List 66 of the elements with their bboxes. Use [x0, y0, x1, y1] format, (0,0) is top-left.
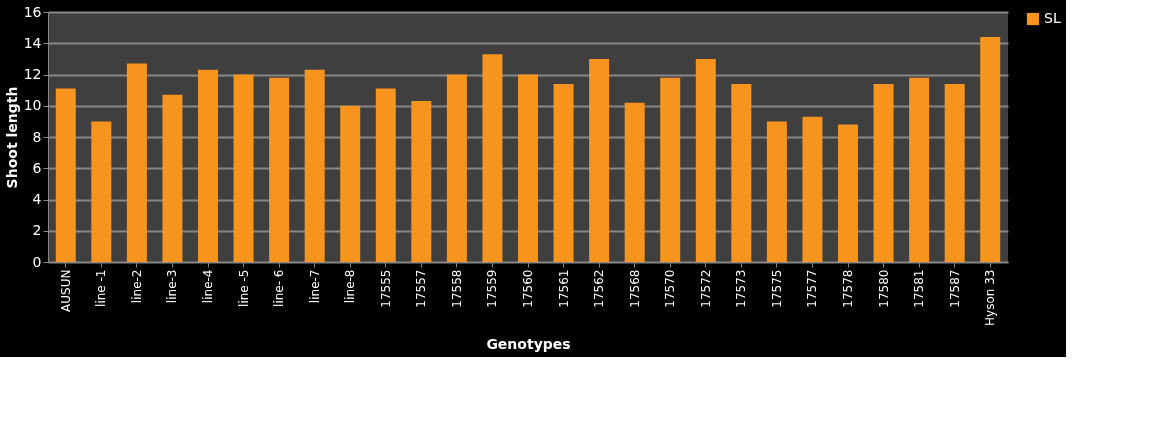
- y-tick-label: 14: [23, 34, 42, 51]
- x-tick-label: 17578: [841, 269, 855, 308]
- bar: [909, 77, 930, 262]
- x-tick-label: line-4: [201, 269, 215, 304]
- bar: [162, 94, 183, 262]
- bar: [233, 74, 254, 262]
- x-tick-label: 17560: [521, 269, 535, 308]
- bar: [731, 83, 752, 262]
- x-tick-label: line -1: [94, 269, 109, 307]
- bar: [126, 63, 147, 262]
- legend-label: SL: [1044, 10, 1061, 26]
- x-tick-label: 17580: [876, 269, 891, 308]
- bar: [944, 83, 965, 262]
- x-tick-label: 17587: [947, 269, 962, 308]
- bar: [198, 69, 218, 262]
- x-tick-label: 17581: [912, 269, 927, 308]
- bar: [802, 116, 823, 262]
- x-tick-label: 17575: [769, 269, 784, 308]
- y-tick-label: 10: [23, 97, 42, 114]
- bar: [695, 58, 716, 262]
- bar: [660, 77, 681, 262]
- x-tick-label: line-8: [343, 269, 358, 304]
- x-axis-title: Genotypes: [486, 335, 571, 352]
- x-tick-label: 17570: [663, 269, 678, 308]
- bar: [411, 101, 432, 262]
- bar: [482, 54, 503, 262]
- bar: [518, 74, 538, 262]
- bar: [838, 124, 858, 262]
- bar: [873, 83, 894, 262]
- y-tick-label: 4: [32, 191, 42, 207]
- y-tick-label: 12: [23, 66, 42, 82]
- y-tick-label: 16: [23, 3, 42, 20]
- bar: [269, 77, 290, 262]
- y-axis-title: Shoot length: [3, 86, 20, 189]
- bar: [304, 69, 325, 262]
- bar: [340, 105, 361, 262]
- x-tick-label: line-7: [307, 269, 322, 304]
- x-tick-label: line- 6: [272, 269, 287, 307]
- x-tick-label: 17557: [414, 269, 429, 308]
- x-tick-label: 17558: [449, 269, 464, 308]
- bar: [375, 88, 396, 262]
- bar: [553, 83, 574, 262]
- bar: [91, 121, 112, 262]
- y-tick-label: 0: [32, 253, 42, 270]
- bar: [55, 88, 76, 262]
- x-tick-label: 17577: [805, 269, 820, 308]
- bar: [589, 58, 610, 262]
- x-tick-label: AUSUN: [58, 269, 73, 312]
- y-tick-label: 8: [32, 128, 42, 145]
- x-tick-label: 17568: [627, 269, 642, 308]
- bar: [766, 121, 787, 262]
- x-tick-label: 17561: [556, 269, 571, 308]
- bar: [624, 102, 645, 262]
- x-tick-label: line-3: [165, 269, 180, 304]
- x-tick-label: 17572: [698, 269, 713, 308]
- x-tick-label: Hyson 33: [983, 269, 998, 326]
- y-tick-label: 6: [32, 159, 42, 176]
- y-tick-label: 2: [32, 222, 42, 239]
- bar: [446, 74, 467, 262]
- x-tick-label: 17573: [734, 269, 749, 308]
- x-tick-label: line -5: [236, 269, 251, 307]
- x-tick-label: 17555: [378, 269, 393, 308]
- x-tick-label: 17559: [485, 269, 500, 308]
- x-tick-label: 17562: [592, 269, 607, 308]
- x-tick-label: line-2: [129, 269, 144, 304]
- bar: [980, 37, 1001, 262]
